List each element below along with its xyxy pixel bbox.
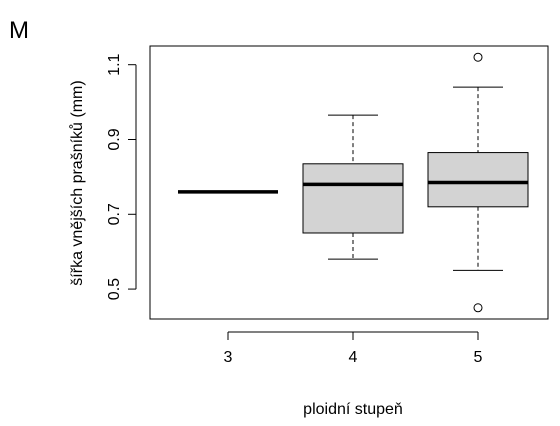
y-axis-title: šířka vnějších prašníků (mm) xyxy=(68,80,86,285)
y-tick-label: 0.9 xyxy=(106,128,123,150)
box xyxy=(427,152,529,208)
box xyxy=(302,163,404,234)
y-tick-label: 0.5 xyxy=(106,278,123,300)
plot-frame xyxy=(149,45,549,320)
x-tick-label: 3 xyxy=(224,349,233,366)
y-tick-label: 0.7 xyxy=(106,203,123,225)
y-tick-label: 1.1 xyxy=(106,53,123,75)
outlier-point xyxy=(473,52,483,62)
plot-area: 0.5 0.7 0.9 1.1 3 4 5 xyxy=(106,52,529,366)
panel-label: M xyxy=(9,17,29,44)
outlier-point xyxy=(473,303,483,313)
x-tick-label: 5 xyxy=(474,349,483,366)
x-tick-label: 4 xyxy=(349,349,358,366)
x-axis-title: ploidní stupeň xyxy=(303,401,403,418)
